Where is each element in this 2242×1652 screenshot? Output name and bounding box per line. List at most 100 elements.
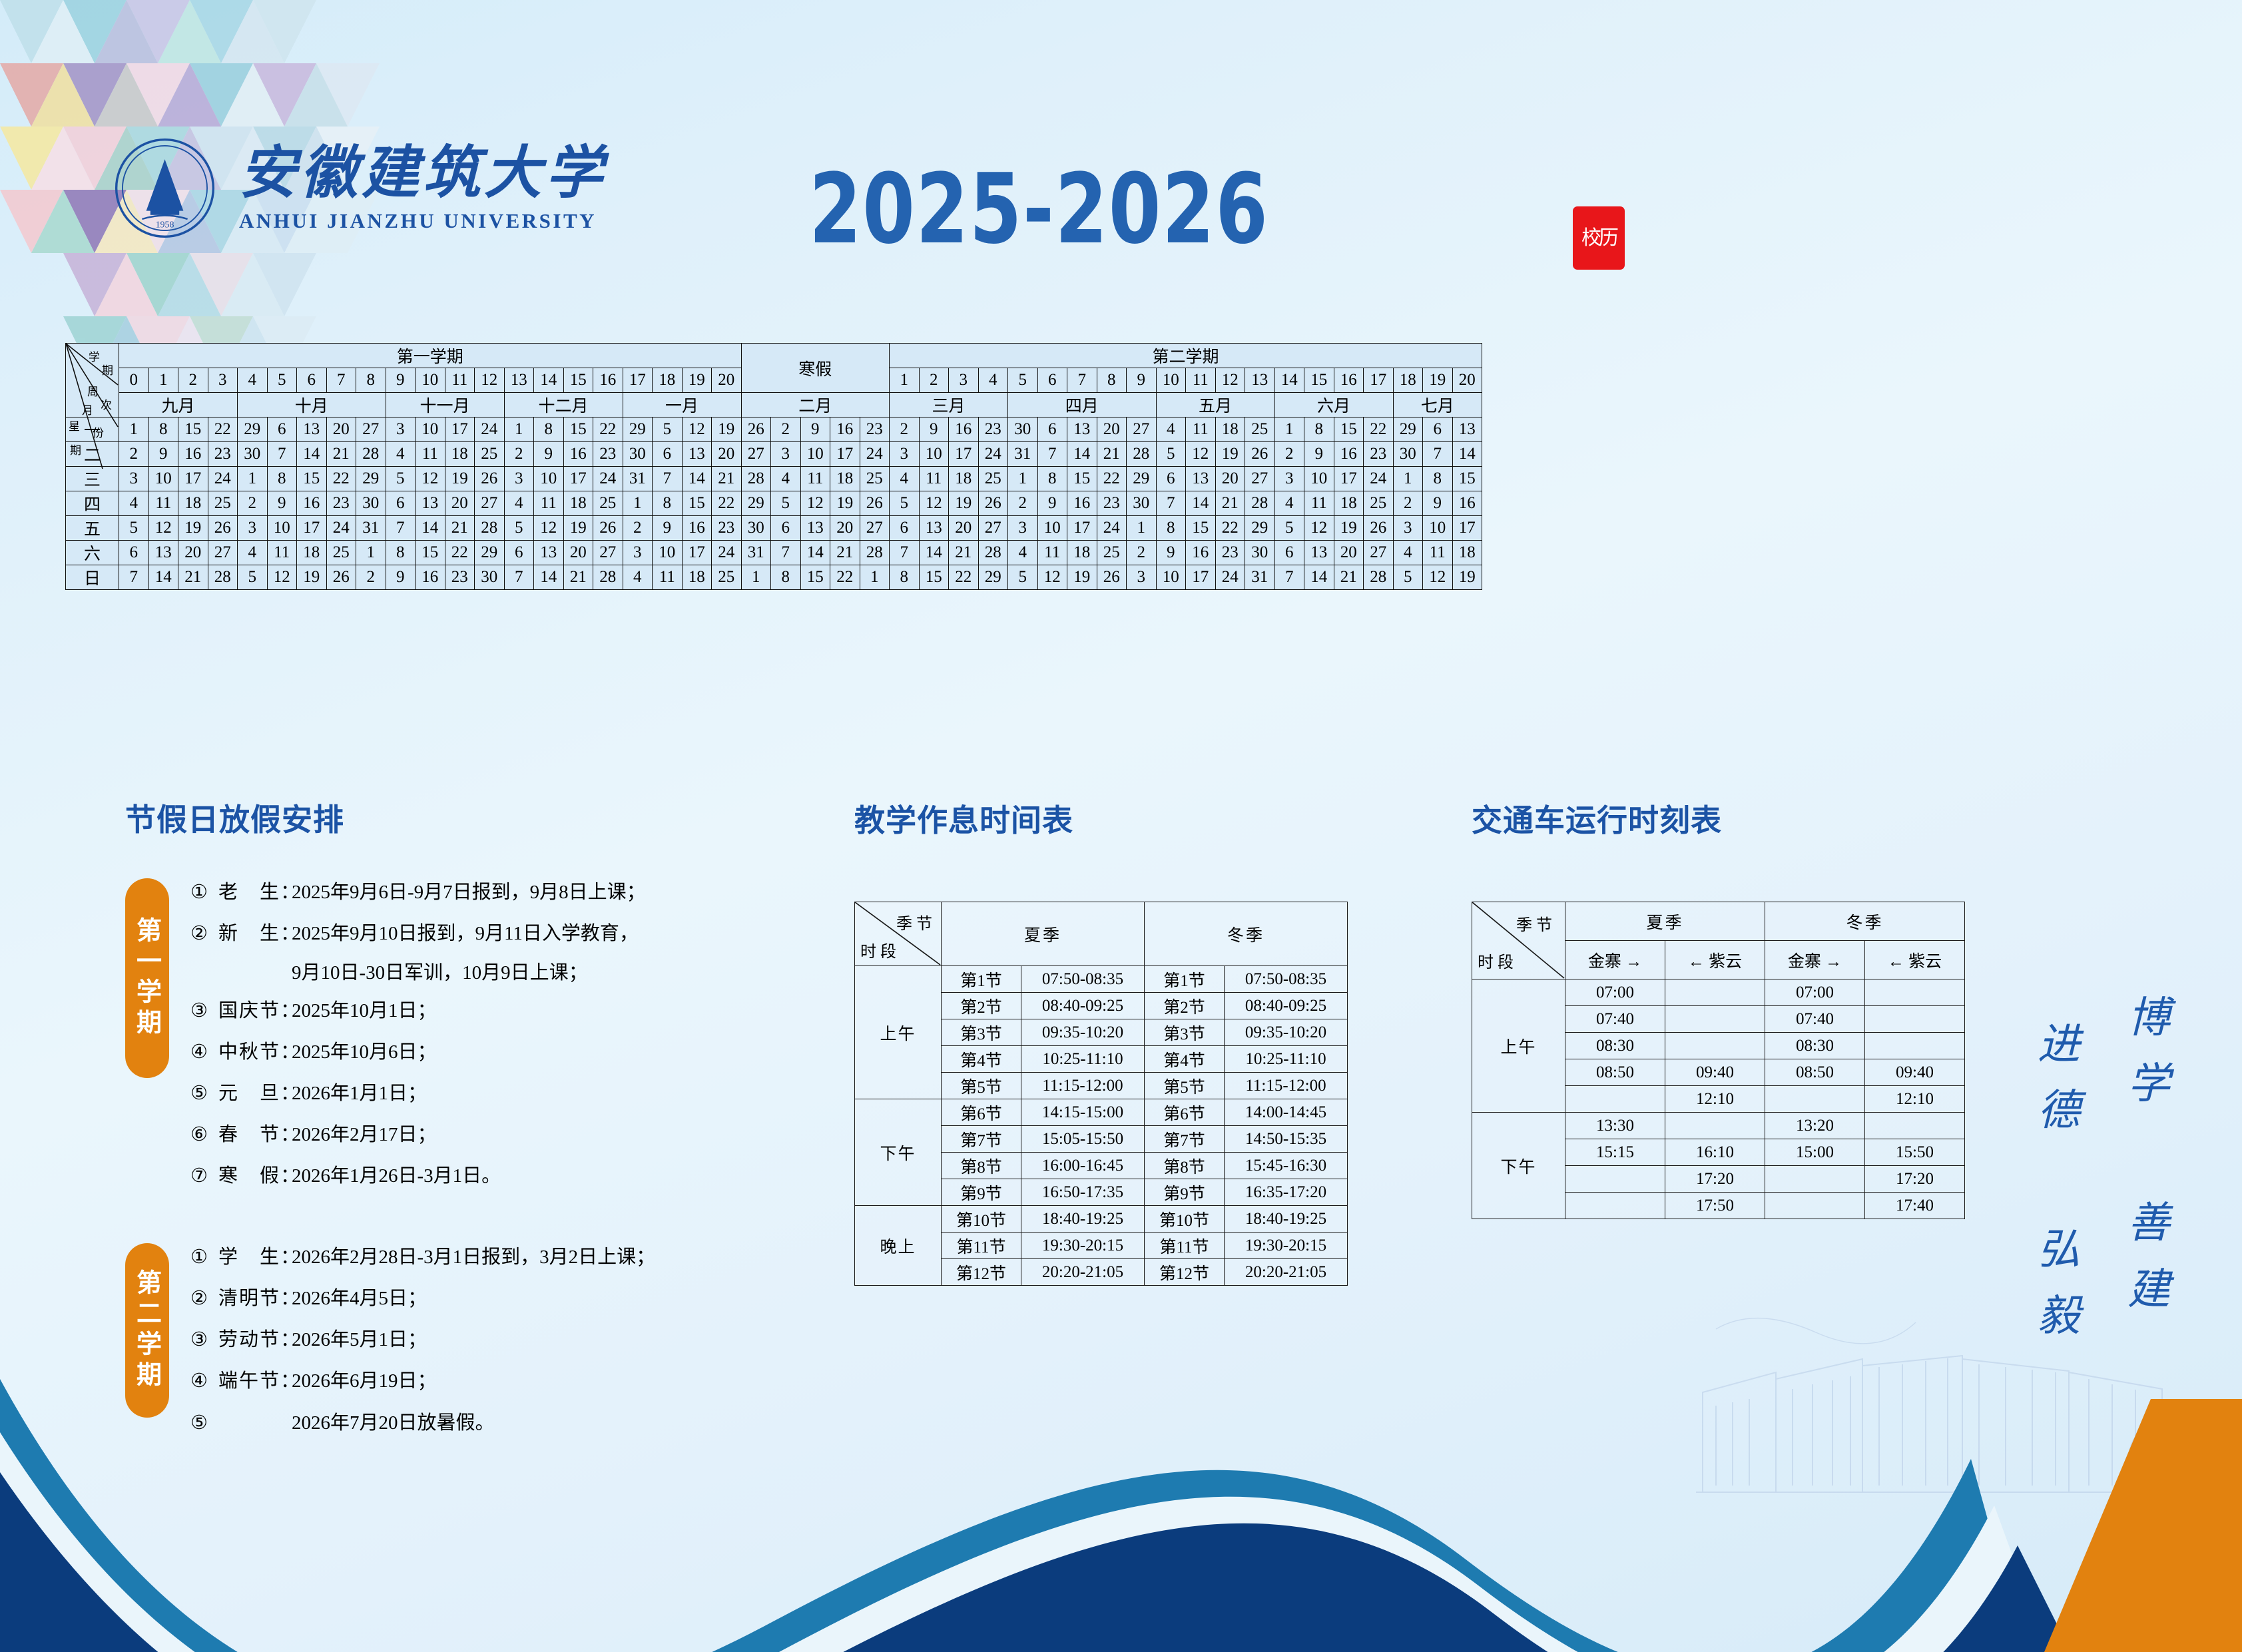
date-cell: 20	[1215, 466, 1245, 491]
corner-label-yue: 月	[82, 404, 93, 417]
date-cell: 23	[593, 441, 623, 467]
calendar-corner-cell: 学期周次月份星期	[65, 343, 119, 469]
schedule-row: 第5节 11:15-12:00 第5节 11:15-12:00	[855, 1072, 1348, 1099]
week-number-cell: 18	[1392, 368, 1423, 393]
date-cell-vacation: 12	[800, 491, 830, 516]
date-cell: 12	[681, 417, 712, 442]
weekday-label-cell: 五	[65, 515, 119, 541]
bus-winter-outbound-time	[1765, 1085, 1865, 1113]
date-cell: 10	[415, 417, 445, 442]
bus-winter-outbound-time: 13:20	[1765, 1112, 1865, 1139]
date-cell: 9	[652, 515, 683, 541]
date-cell: 24	[711, 540, 742, 565]
calendar-day-row: 日 7 14 21 28 5 12 19 26 2 9 16 23 30 7 14 21 28 4 11 18 25 1 8 1…	[65, 565, 1482, 590]
week-number-cell: 19	[1422, 368, 1453, 393]
holiday-item-label: 老 生：	[218, 882, 302, 903]
date-cell: 14	[1452, 441, 1482, 467]
date-cell-vacation: 23	[859, 417, 890, 442]
date-cell: 14	[415, 515, 445, 541]
date-cell: 10	[1037, 515, 1067, 541]
date-cell: 13	[1185, 466, 1216, 491]
holiday-item-continuation: 9月10日-30日军训，10月9日上课；	[292, 962, 588, 984]
schedule-winter-period-no: 第6节	[1144, 1099, 1225, 1126]
date-cell: 20	[1333, 540, 1364, 565]
date-cell: 8	[1422, 466, 1453, 491]
date-cell: 28	[1363, 565, 1394, 590]
date-cell: 2	[237, 491, 268, 516]
date-cell: 20	[711, 441, 742, 467]
date-cell: 24	[593, 466, 623, 491]
date-cell-vacation: 8	[770, 565, 801, 590]
week-number-cell: 14	[1274, 368, 1304, 393]
date-cell: 18	[563, 491, 593, 516]
bus-summer-inbound-time	[1665, 1005, 1765, 1033]
date-cell: 19	[296, 565, 327, 590]
bus-summer-outbound-time: 07:00	[1565, 979, 1665, 1006]
holiday-item: ④ 中秋节： 2025年10月6日；	[190, 1038, 646, 1066]
schedule-winter-period-no: 第7节	[1144, 1125, 1225, 1153]
date-cell: 4	[385, 441, 416, 467]
date-cell-vacation: 15	[800, 565, 830, 590]
date-cell-vacation: 6	[770, 515, 801, 541]
corner-label-xing: 星	[69, 420, 80, 433]
date-cell: 12	[1304, 515, 1334, 541]
date-cell-vacation: 10	[800, 441, 830, 467]
schedule-summer-time: 16:50-17:35	[1021, 1179, 1145, 1206]
schedule-table: 季 节时 段夏季 冬季 上午 第1节 07:50-08:35 第1节 07:50-08:35…	[854, 902, 1348, 1286]
corner-diagonal-lines	[66, 344, 119, 469]
date-cell: 21	[444, 515, 475, 541]
bus-summer-inbound-time: 12:10	[1665, 1085, 1765, 1113]
date-cell: 21	[1333, 565, 1364, 590]
date-cell: 26	[978, 491, 1008, 516]
holiday-item-text: 2025年10月6日；	[292, 1041, 437, 1063]
date-cell: 23	[1215, 540, 1245, 565]
schedule-summer-time: 07:50-08:35	[1021, 965, 1145, 993]
week-number-cell: 12	[1215, 368, 1245, 393]
holiday-item-number: ②	[190, 923, 208, 945]
schedule-summer-period-no: 第8节	[941, 1152, 1021, 1179]
schedule-summer-time: 08:40-09:25	[1021, 992, 1145, 1019]
date-cell: 30	[622, 441, 653, 467]
week-number-cell: 5	[266, 368, 297, 393]
holiday-item-text: 2026年7月20日放暑假。	[292, 1412, 495, 1434]
date-cell: 27	[356, 417, 386, 442]
bus-winter-inbound-time: 17:40	[1864, 1192, 1965, 1219]
date-cell: 30	[356, 491, 386, 516]
schedule-section-heading: 教学作息时间表	[854, 802, 1073, 838]
calendar-title-row: 学期周次月份星期第一学期 寒假 第二学期	[65, 343, 1482, 469]
schedule-summer-period-no: 第6节	[941, 1099, 1021, 1126]
calendar-day-row: 六 6 13 20 27 4 11 18 25 1 8 15 22 29 6 13 20 27 3 10 17 24 31 7…	[65, 540, 1482, 565]
holiday-item-number: ③	[190, 1000, 208, 1022]
week-number-cell: 16	[1333, 368, 1364, 393]
date-cell: 1	[119, 417, 149, 442]
date-cell: 11	[1304, 491, 1334, 516]
schedule-winter-time: 09:35-10:20	[1224, 1019, 1348, 1046]
date-cell: 23	[1096, 491, 1127, 516]
week-number-cell: 9	[1126, 368, 1157, 393]
semester1-holiday-list: ① 老 生： 2025年9月6日-9月7日报到，9月8日上课； ② 新 生： 2025年9…	[190, 878, 646, 1203]
date-cell: 16	[1333, 441, 1364, 467]
schedule-summer-period-no: 第9节	[941, 1179, 1021, 1206]
date-cell: 19	[1333, 515, 1364, 541]
bus-winter-outbound-header: 金寨 →	[1765, 940, 1865, 979]
bus-summer-inbound-time: 17:20	[1665, 1165, 1765, 1193]
schedule-winter-time: 16:35-17:20	[1224, 1179, 1348, 1206]
bus-winter-outbound-time: 08:30	[1765, 1032, 1865, 1059]
date-cell: 3	[385, 417, 416, 442]
bus-winter-inbound-time: 09:40	[1864, 1059, 1965, 1086]
date-cell: 20	[178, 540, 208, 565]
bus-winter-inbound-header: ← 紫云	[1864, 940, 1965, 979]
bus-summer-outbound-time: 08:50	[1565, 1059, 1665, 1086]
teaching-schedule-section: 教学作息时间表 季 节时 段夏季 冬季 上午 第1节 07:50-08:35 第1节 07:…	[854, 796, 1348, 1286]
schedule-row: 第3节 09:35-10:20 第3节 09:35-10:20	[855, 1019, 1348, 1046]
schedule-winter-period-no: 第11节	[1144, 1232, 1225, 1259]
date-cell: 27	[1363, 540, 1394, 565]
week-number-cell: 3	[207, 368, 238, 393]
holiday-section-heading: 节假日放假安排	[125, 802, 344, 838]
month-label-cell: 九月	[119, 392, 238, 417]
date-cell-vacation: 30	[740, 515, 771, 541]
date-cell: 7	[1155, 491, 1186, 516]
date-cell: 28	[978, 540, 1008, 565]
date-cell: 9	[1037, 491, 1067, 516]
weekday-label-cell: 六	[65, 540, 119, 565]
